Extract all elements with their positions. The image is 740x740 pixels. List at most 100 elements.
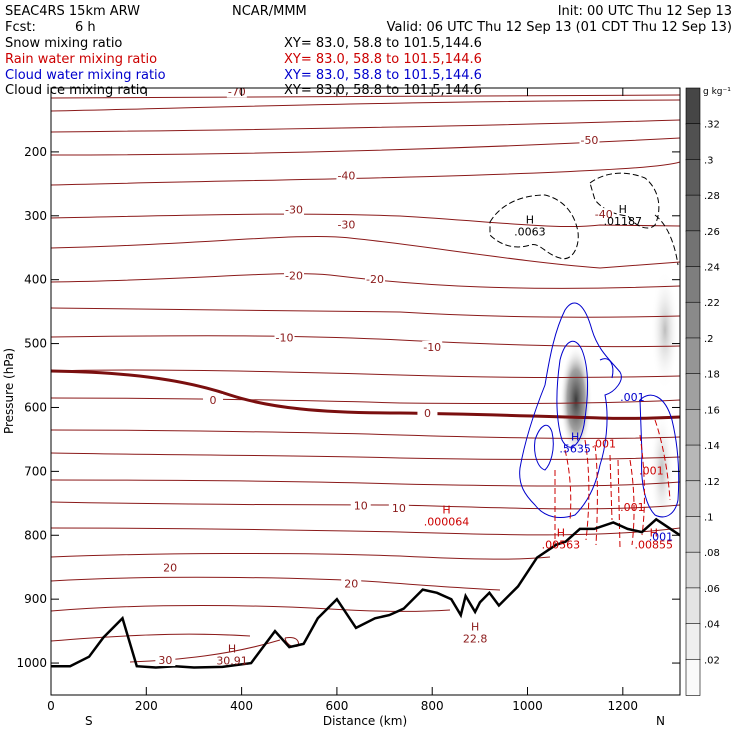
colorbar-segment <box>685 551 701 589</box>
extremum-value: .01187 <box>604 215 643 228</box>
colorbar-segment <box>685 373 701 411</box>
colorbar-tick-label: .1 <box>704 512 714 523</box>
isotherm-label-bg <box>388 501 409 514</box>
isotherm-label: 0 <box>424 407 431 420</box>
north-label: N <box>656 714 665 728</box>
extremum-value: .00563 <box>542 538 581 551</box>
y-tick-label: 300 <box>24 209 47 223</box>
isotherm-label: -70 <box>228 85 246 98</box>
x-axis: 0 200 400 600 800 1000 1200 <box>47 88 638 713</box>
x-tick-label: 800 <box>421 699 444 713</box>
isotherm-label-bg <box>284 203 305 216</box>
colorbar-segment <box>685 301 701 339</box>
colorbar-tick-label: .02 <box>704 655 720 666</box>
isotherm-label: -40 <box>337 170 355 183</box>
contour-label: .001 <box>620 391 645 404</box>
isotherm-label-bg <box>350 499 371 512</box>
isotherm-label: -20 <box>285 269 303 282</box>
extremum-value: .000064 <box>424 515 470 528</box>
model-title: SEAC4RS 15km ARW <box>5 4 140 19</box>
colorbar-segment <box>685 194 701 232</box>
contour-label: .001 <box>639 465 664 478</box>
colorbar-segment <box>685 230 701 268</box>
x-tick-label: 200 <box>135 699 158 713</box>
y-tick-label: 400 <box>24 273 47 287</box>
extremum-marker: H <box>442 503 450 516</box>
fcst-value: 6 h <box>75 20 96 35</box>
y-tick-label: 600 <box>24 400 47 414</box>
colorbar-tick-label: .26 <box>704 227 720 238</box>
isotherm-label: 10 <box>354 499 368 512</box>
isotherm-label: -30 <box>285 204 303 217</box>
isotherm-label: 20 <box>344 577 358 590</box>
extremum-value: .5635 <box>559 443 591 456</box>
valid-time: Valid: 06 UTC Thu 12 Sep 13 (01 CDT Thu … <box>387 20 732 35</box>
colorbar-tick-label: .24 <box>704 263 720 274</box>
x-tick-label: 400 <box>230 699 253 713</box>
y-axis-title: Pressure (hPa) <box>2 348 16 434</box>
colorbar-tick-label: .18 <box>704 370 720 381</box>
isotherm-label-bg <box>422 340 443 353</box>
colorbar-segment <box>685 480 701 518</box>
org-title: NCAR/MMM <box>232 4 307 19</box>
isotherm-label: -10 <box>276 331 294 344</box>
plot-frame <box>50 87 681 696</box>
extremum-marker: H <box>650 526 658 539</box>
init-time: Init: 00 UTC Thu 12 Sep 13 <box>558 4 732 19</box>
y-tick-label: 1000 <box>16 656 47 670</box>
field-name-snow: Snow mixing ratio <box>5 36 122 51</box>
extremum-value: .00855 <box>635 538 674 551</box>
plot-area <box>51 94 680 669</box>
freezing-level-line <box>51 369 680 420</box>
colorbar-tick-label: .28 <box>704 191 720 202</box>
colorbar: .32 .3 .28 .26 .24 .22 .2 .18 .16 .14 .12 .1 .08 .06.… <box>685 87 720 696</box>
colorbar-tick-label: .14 <box>704 441 720 452</box>
x-tick-label: 600 <box>325 699 348 713</box>
isotherm-labels: -70 -50 -40 -40 -30 -30 -20 -20 -10 -10 0 0 10 10 20 20… <box>155 85 614 667</box>
colorbar-segment <box>685 409 701 446</box>
colorbar-segment <box>685 123 701 161</box>
extremum-marker: H <box>619 203 627 216</box>
terrain-line <box>51 517 680 669</box>
fcst-label: Fcst: <box>5 20 36 35</box>
isotherm-label-bg <box>160 561 181 574</box>
colorbar-segment <box>685 444 701 482</box>
y-tick-label: 200 <box>24 145 47 159</box>
colorbar-segment <box>685 623 701 661</box>
isotherm-label: -50 <box>580 134 598 147</box>
extremum-marker: H <box>571 431 579 444</box>
isotherm-label-bg <box>579 133 600 146</box>
isotherm-label: 0 <box>210 394 217 407</box>
field-name-rain: Rain water mixing ratio <box>5 52 157 67</box>
colorbar-segment <box>685 516 701 553</box>
extremum-marker: H <box>526 213 534 226</box>
contour-label: .001 <box>592 438 617 451</box>
isotherm-label-bg <box>417 406 438 419</box>
temperature-contours <box>51 94 680 663</box>
cloud-water-shading <box>560 345 592 455</box>
extremum-value: .0063 <box>514 225 546 238</box>
isotherm-label-bg <box>203 394 224 407</box>
colorbar-tick-label: .3 <box>704 155 714 166</box>
colorbar-tick-label: .08 <box>704 548 720 559</box>
y-tick-label: 500 <box>24 337 47 351</box>
y-tick-label: 800 <box>24 528 47 542</box>
colorbar-tick-label: .06 <box>704 584 720 595</box>
colorbar-tick-label: .12 <box>704 477 720 488</box>
field-name-cloud-ice: Cloud ice mixing ratio <box>5 83 147 98</box>
field-xy-cloud-water: XY= 83.0, 58.8 to 101.5,144.6 <box>284 68 482 83</box>
isotherm-label-bg <box>336 218 357 231</box>
rain-contours <box>554 419 671 549</box>
colorbar-tick-label: .2 <box>704 334 714 345</box>
isotherm-label-bg <box>365 273 386 286</box>
isotherm-label-bg <box>593 208 614 221</box>
isotherm-label-bg <box>155 654 176 667</box>
isotherm-label-bg <box>336 169 357 182</box>
y-tick-label: 700 <box>24 464 47 478</box>
extremum-marker: H <box>471 620 479 633</box>
colorbar-tick-label: .32 <box>704 120 720 131</box>
colorbar-segment <box>685 87 701 125</box>
x-tick-label: 1200 <box>608 699 639 713</box>
